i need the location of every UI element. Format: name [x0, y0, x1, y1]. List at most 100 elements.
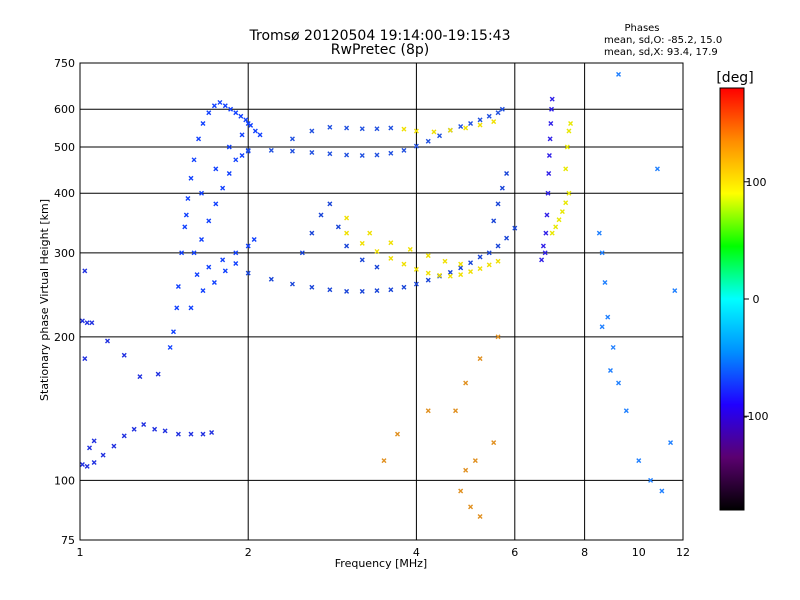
data-point [544, 212, 550, 218]
data-point [401, 261, 407, 267]
data-point [495, 110, 501, 116]
data-point [121, 352, 127, 358]
data-point [486, 113, 492, 119]
data-point [545, 190, 551, 196]
data-point [194, 272, 200, 278]
data-point [299, 250, 305, 256]
data-point [453, 408, 459, 414]
data-point [491, 440, 497, 446]
data-point [335, 224, 341, 230]
data-point [394, 431, 400, 437]
data-point [568, 121, 574, 127]
data-point [289, 136, 295, 142]
y-tick-label: 750 [54, 57, 75, 70]
data-point [542, 250, 548, 256]
data-point [447, 273, 453, 279]
data-point [437, 272, 443, 278]
data-point [413, 143, 419, 149]
data-point [344, 243, 350, 249]
data-point [209, 430, 215, 436]
data-point [605, 314, 611, 320]
phases-o-stats: mean, sd,O: -85.2, 15.0 [604, 35, 722, 46]
data-point [388, 287, 394, 293]
data-point [539, 257, 545, 263]
data-point [199, 236, 205, 242]
data-point [245, 270, 251, 276]
data-point [188, 305, 194, 311]
data-point [257, 132, 263, 138]
data-point [458, 265, 464, 271]
x-axis-label: Frequency [MHz] [335, 557, 427, 570]
data-point [374, 248, 380, 254]
data-point [413, 128, 419, 134]
data-point [447, 127, 453, 133]
data-point [182, 224, 188, 230]
data-point [668, 440, 674, 446]
y-tick-label: 300 [54, 247, 75, 260]
data-point [200, 121, 206, 127]
data-point [327, 201, 333, 207]
x-tick-label: 12 [676, 546, 690, 559]
data-point [233, 260, 239, 266]
chart-subtitle: RwPretec (8p) [331, 42, 429, 58]
data-point [175, 431, 181, 437]
data-point [546, 170, 552, 176]
data-point [167, 344, 173, 350]
data-point [659, 488, 665, 494]
data-point [199, 190, 205, 196]
x-axis-ticks: 1 2 4 6 8 10 12 [77, 546, 691, 559]
data-point [251, 236, 257, 242]
data-point [344, 230, 350, 236]
data-point [196, 136, 202, 142]
data-point [245, 121, 251, 127]
data-point [344, 288, 350, 294]
data-point [548, 121, 554, 127]
data-point [499, 185, 505, 191]
data-point [89, 320, 95, 326]
colorbar-label: [deg] [716, 70, 753, 86]
data-point [431, 129, 437, 135]
data-point [226, 144, 232, 150]
data-point [477, 254, 483, 260]
data-point [559, 209, 565, 215]
y-axis-ticks: 75 100 200 300 400 500 600 750 [54, 57, 75, 547]
data-point [610, 344, 616, 350]
data-point [179, 250, 185, 256]
data-point [131, 426, 137, 432]
data-point [155, 371, 161, 377]
data-point [477, 266, 483, 272]
data-point [458, 488, 464, 494]
data-point [162, 428, 168, 434]
data-point [359, 257, 365, 263]
data-point [413, 281, 419, 287]
data-point [468, 269, 474, 275]
data-point [563, 200, 569, 206]
data-point [100, 452, 106, 458]
data-point [185, 195, 191, 201]
data-point [84, 320, 90, 326]
data-point [388, 240, 394, 246]
data-point [648, 477, 654, 483]
data-point [477, 514, 483, 520]
data-point [495, 201, 501, 207]
data-point [243, 117, 249, 123]
data-point [188, 175, 194, 181]
data-point [175, 283, 181, 289]
data-point [309, 149, 315, 155]
data-point [84, 463, 90, 469]
data-point [543, 230, 549, 236]
data-point [546, 152, 552, 158]
data-point [599, 250, 605, 256]
colorbar-ticks: 100 0 -100 [744, 176, 769, 423]
plot-frame [79, 62, 684, 541]
x-tick-label: 6 [511, 546, 518, 559]
data-point [206, 110, 212, 116]
data-point [111, 443, 117, 449]
data-point [374, 152, 380, 158]
data-point [137, 374, 143, 380]
data-point [174, 305, 180, 311]
data-point [200, 288, 206, 294]
data-point [87, 445, 93, 451]
data-point [191, 157, 197, 163]
